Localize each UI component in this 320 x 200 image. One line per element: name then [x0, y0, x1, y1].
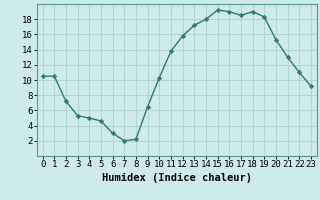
X-axis label: Humidex (Indice chaleur): Humidex (Indice chaleur) — [102, 173, 252, 183]
